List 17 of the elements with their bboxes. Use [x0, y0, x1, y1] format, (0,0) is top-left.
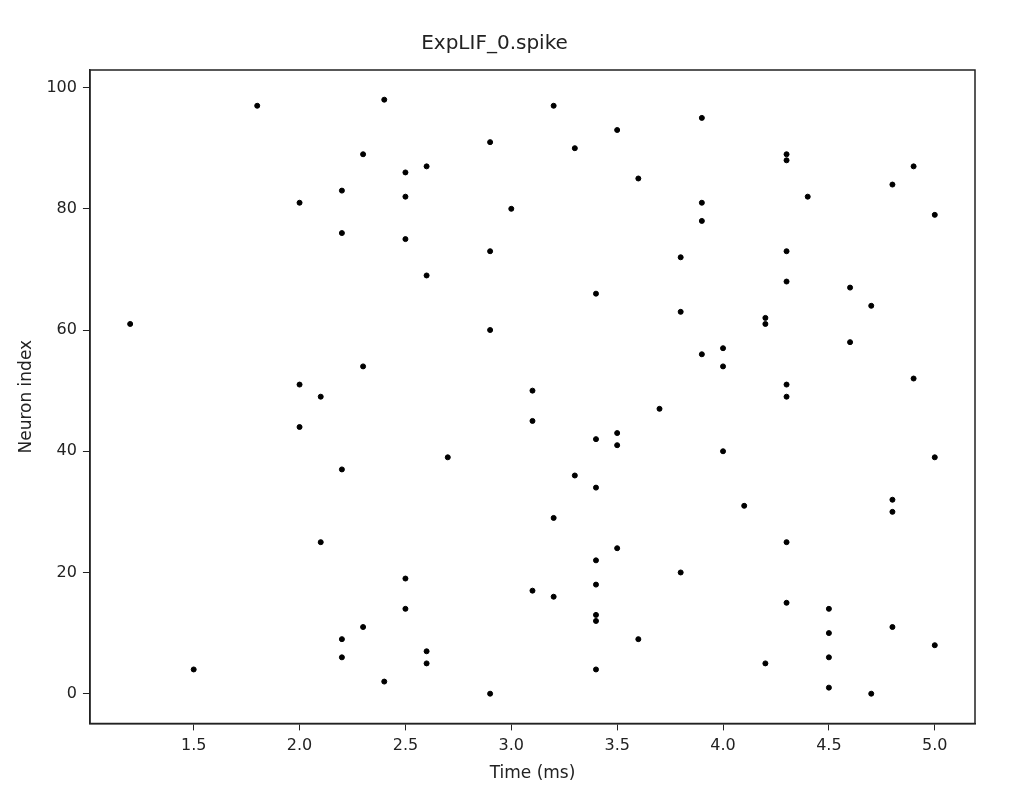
x-tick-label: 3.5	[604, 735, 630, 755]
y-tick-label: 80	[56, 197, 77, 217]
x-tick-label: 4.0	[710, 735, 736, 755]
y-tick-label: 100	[46, 76, 77, 96]
y-tick-label: 40	[56, 440, 77, 460]
x-tick-label: 2.5	[392, 735, 419, 755]
x-tick-label: 3.0	[498, 735, 525, 755]
y-tick-label: 60	[56, 319, 77, 339]
chart-title: ExpLIF_0.spike	[421, 30, 568, 55]
x-axis-title: Time (ms)	[488, 762, 576, 783]
y-tick-label: 0	[66, 682, 77, 702]
x-tick-label: 2.0	[286, 735, 313, 755]
y-tick-label: 20	[56, 561, 77, 581]
x-tick-label: 1.5	[180, 735, 207, 755]
y-axis-title: Neuron index	[14, 339, 35, 454]
x-tick-label: 4.5	[816, 735, 842, 755]
x-tick-label: 5.0	[922, 735, 948, 755]
